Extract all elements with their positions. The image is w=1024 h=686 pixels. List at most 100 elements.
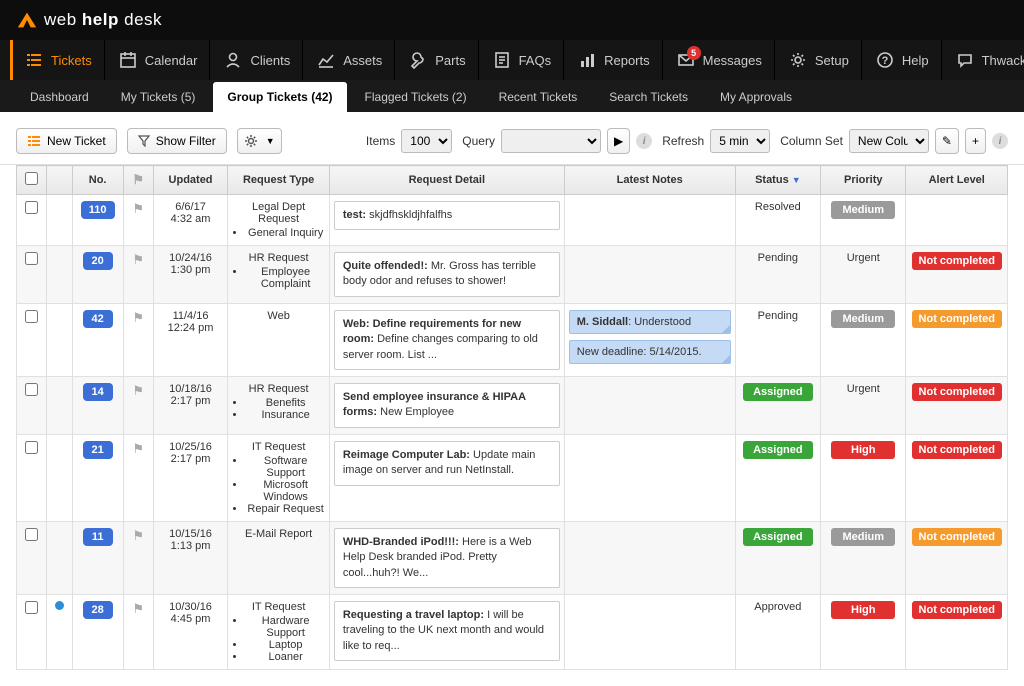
subtab[interactable]: My Approvals [706, 82, 806, 112]
table-row[interactable]: 21⚑10/25/162:17 pmIT RequestSoftware Sup… [17, 434, 1008, 521]
table-row[interactable]: 11⚑10/15/161:13 pmE-Mail ReportWHD-Brand… [17, 521, 1008, 594]
new-ticket-button[interactable]: New Ticket [16, 128, 117, 154]
col-priority[interactable]: Priority [821, 166, 906, 195]
ticket-number[interactable]: 110 [81, 201, 115, 219]
nav-faqs[interactable]: FAQs [481, 40, 565, 80]
nav-label: Thwack [982, 53, 1024, 68]
badge: 5 [687, 46, 701, 60]
alert-badge: Not completed [912, 252, 1002, 270]
row-checkbox[interactable] [25, 528, 38, 541]
row-checkbox[interactable] [25, 201, 38, 214]
request-detail[interactable]: Web: Define requirements for new room: D… [334, 310, 560, 370]
user-icon [224, 51, 242, 69]
request-detail[interactable]: WHD-Branded iPod!!!: Here is a Web Help … [334, 528, 560, 588]
request-type: IT RequestSoftware SupportMicrosoft Wind… [228, 434, 329, 521]
row-checkbox[interactable] [25, 310, 38, 323]
flag-icon[interactable]: ⚑ [132, 252, 144, 267]
status-text: Approved [754, 601, 801, 613]
request-detail[interactable]: Reimage Computer Lab: Update main image … [334, 441, 560, 486]
col-dot[interactable] [46, 166, 72, 195]
nav-thwack[interactable]: Thwack [944, 40, 1024, 80]
items-group: Items 100 [366, 129, 452, 153]
row-checkbox[interactable] [25, 601, 38, 614]
ticket-number[interactable]: 20 [83, 252, 113, 270]
settings-button[interactable]: ▼ [237, 128, 282, 154]
subtab[interactable]: Dashboard [16, 82, 103, 112]
subtab[interactable]: My Tickets (5) [107, 82, 210, 112]
note: M. Siddall: Understood [569, 310, 731, 334]
nav-label: Assets [343, 53, 382, 68]
flag-icon[interactable]: ⚑ [132, 201, 144, 216]
request-detail[interactable]: Requesting a travel laptop: I will be tr… [334, 601, 560, 661]
bubble-icon [956, 51, 974, 69]
svg-text:?: ? [881, 55, 888, 67]
table-row[interactable]: 28⚑10/30/164:45 pmIT RequestHardware Sup… [17, 594, 1008, 669]
flag-icon[interactable]: ⚑ [132, 528, 144, 543]
flag-icon[interactable]: ⚑ [132, 310, 144, 325]
request-type: IT RequestHardware SupportLaptopLoaner [228, 594, 329, 669]
refresh-select[interactable]: 5 min [710, 129, 770, 153]
nav-clients[interactable]: Clients [212, 40, 303, 80]
row-checkbox[interactable] [25, 441, 38, 454]
nav-reports[interactable]: Reports [566, 40, 663, 80]
logo-text: web help desk [44, 10, 162, 30]
request-detail[interactable]: Quite offended!: Mr. Gross has terrible … [334, 252, 560, 297]
ticket-number[interactable]: 28 [83, 601, 113, 619]
nav-assets[interactable]: Assets [305, 40, 395, 80]
nav-setup[interactable]: Setup [777, 40, 862, 80]
table-row[interactable]: 42⚑11/4/1612:24 pmWebWeb: Define require… [17, 303, 1008, 376]
row-checkbox[interactable] [25, 383, 38, 396]
flag-icon: ⚑ [132, 172, 144, 187]
table-row[interactable]: 20⚑10/24/161:30 pmHR RequestEmployee Com… [17, 246, 1008, 304]
nav-tickets[interactable]: Tickets [10, 40, 105, 80]
col-status[interactable]: Status▼ [735, 166, 820, 195]
flag-icon[interactable]: ⚑ [132, 441, 144, 456]
nav-label: Tickets [51, 53, 92, 68]
add-columns-button[interactable]: + [965, 128, 986, 154]
request-detail[interactable]: test: skjdfhskldjhfalfhs [334, 201, 560, 230]
columnset-select[interactable]: New Colu [849, 129, 929, 153]
ticket-number[interactable]: 14 [83, 383, 113, 401]
updated-cell: 10/15/161:13 pm [153, 521, 228, 594]
ticket-number[interactable]: 11 [83, 528, 113, 546]
query-play-button[interactable]: ▶ [607, 128, 630, 154]
table-row[interactable]: 110⚑6/6/174:32 amLegal Dept RequestGener… [17, 195, 1008, 246]
edit-columns-button[interactable]: ✎ [935, 128, 959, 154]
nav-messages[interactable]: Messages5 [665, 40, 775, 80]
col-alert[interactable]: Alert Level [906, 166, 1008, 195]
subtab[interactable]: Search Tickets [595, 82, 702, 112]
select-all-checkbox[interactable] [25, 172, 38, 185]
table-header: No. ⚑ Updated Request Type Request Detai… [17, 166, 1008, 195]
tickets-table: No. ⚑ Updated Request Type Request Detai… [16, 165, 1008, 670]
subtab[interactable]: Group Tickets (42) [213, 82, 346, 112]
col-notes[interactable]: Latest Notes [564, 166, 735, 195]
nav-parts[interactable]: Parts [397, 40, 478, 80]
flag-icon[interactable]: ⚑ [132, 601, 144, 616]
faq-icon [493, 51, 511, 69]
subtab[interactable]: Flagged Tickets (2) [351, 82, 481, 112]
show-filter-button[interactable]: Show Filter [127, 128, 227, 154]
nav-label: Messages [703, 53, 762, 68]
col-no[interactable]: No. [72, 166, 123, 195]
table-row[interactable]: 14⚑10/18/162:17 pmHR RequestBenefitsInsu… [17, 376, 1008, 434]
subtab[interactable]: Recent Tickets [485, 82, 592, 112]
notes-cell [564, 521, 735, 594]
ticket-number[interactable]: 42 [83, 310, 113, 328]
col-updated[interactable]: Updated [153, 166, 228, 195]
query-select[interactable] [501, 129, 601, 153]
row-checkbox[interactable] [25, 252, 38, 265]
col-reqtype[interactable]: Request Type [228, 166, 329, 195]
col-detail[interactable]: Request Detail [329, 166, 564, 195]
info-icon: i [992, 133, 1008, 149]
items-select[interactable]: 100 [401, 129, 452, 153]
columnset-group: Column Set New Colu ✎ + i [780, 128, 1008, 154]
request-type: Legal Dept RequestGeneral Inquiry [228, 195, 329, 246]
refresh-label: Refresh [662, 134, 704, 148]
flag-icon[interactable]: ⚑ [132, 383, 144, 398]
nav-label: Setup [815, 53, 849, 68]
request-detail[interactable]: Send employee insurance & HIPAA forms: N… [334, 383, 560, 428]
nav-help[interactable]: ?Help [864, 40, 942, 80]
ticket-number[interactable]: 21 [83, 441, 113, 459]
unread-dot-icon [55, 601, 64, 610]
nav-calendar[interactable]: Calendar [107, 40, 211, 80]
